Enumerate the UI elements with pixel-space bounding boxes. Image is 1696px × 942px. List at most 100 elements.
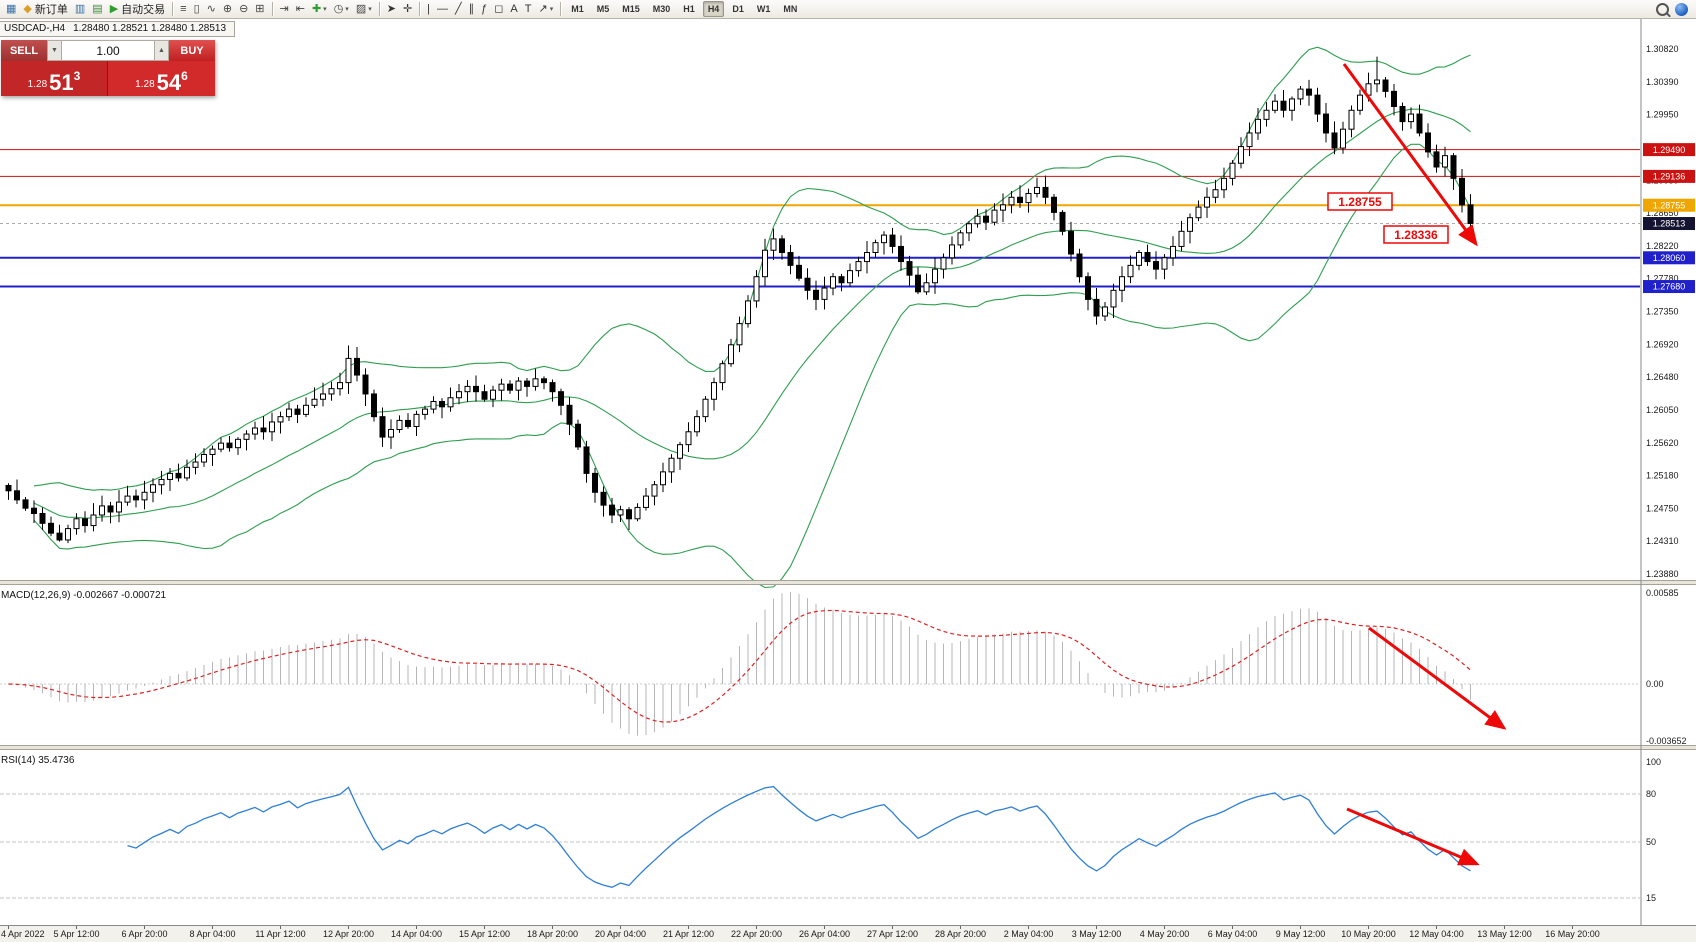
sell-price[interactable]: 1.28 51 3 [1, 61, 108, 96]
buy-price-prefix: 1.28 [135, 79, 155, 90]
svg-text:9 May 12:00: 9 May 12:00 [1276, 929, 1326, 939]
svg-text:1.28060: 1.28060 [1653, 253, 1686, 263]
timeframe-mn[interactable]: MN [783, 4, 798, 14]
timeframe-h4[interactable]: H4 [702, 1, 725, 17]
macd-trend-arrow [1368, 626, 1507, 730]
channel-icon: ∥ [468, 2, 475, 15]
svg-text:27 Apr 12:00: 27 Apr 12:00 [867, 929, 918, 939]
svg-text:1.28755: 1.28755 [1338, 195, 1382, 209]
svg-text:1.26050: 1.26050 [1646, 405, 1679, 415]
indicators-button[interactable]: ✚ ▾ [309, 1, 330, 18]
buy-price-big: 54 [156, 70, 182, 96]
timeframe-w1[interactable]: W1 [756, 4, 771, 14]
periods-button[interactable]: ◷ ▾ [331, 1, 352, 18]
price-axis-tag: 1.28755 [1643, 198, 1695, 212]
rsi-label: RSI(14) 35.4736 [1, 755, 75, 766]
chevron-down-icon: ▾ [323, 6, 327, 13]
cursor-button[interactable]: ➤ [384, 1, 399, 18]
trendline-button[interactable]: ╱ [452, 1, 465, 18]
text-button[interactable]: A [507, 1, 520, 18]
zoom-out-button[interactable]: ⊖ [236, 1, 251, 18]
channel-button[interactable]: ∥ [466, 1, 478, 18]
rsi-trend-arrow [1346, 807, 1480, 866]
price-axis-tag: 1.29490 [1643, 143, 1695, 157]
timeframe-d1[interactable]: D1 [732, 4, 744, 14]
tile-windows-button[interactable]: ⊞ [252, 1, 267, 18]
svg-text:1.29950: 1.29950 [1646, 110, 1679, 120]
search-icon[interactable] [1656, 2, 1669, 16]
cursor-icon: ➤ [386, 2, 396, 15]
sell-button[interactable]: SELL [1, 40, 47, 61]
templates-button[interactable]: ▨ ▾ [353, 1, 375, 18]
trade-widget-controls: SELL ▼ 1.00 ▲ BUY [1, 40, 215, 61]
zoom-out-icon: ⊖ [239, 2, 249, 15]
panel-splitters[interactable] [0, 580, 1696, 750]
zoom-in-button[interactable]: ⊕ [220, 1, 235, 18]
buy-price[interactable]: 1.28 54 6 [108, 61, 215, 96]
indicators-icon: ✚ [311, 2, 322, 15]
price-trend-arrow [1342, 63, 1478, 247]
arrows-icon: ↗ [538, 2, 548, 15]
buy-button[interactable]: BUY [169, 40, 215, 61]
candlestick-chart-button[interactable]: ▯ [191, 1, 203, 18]
fibonacci-button[interactable]: ƒ [478, 1, 490, 18]
timeframe-m5[interactable]: M5 [596, 4, 610, 14]
text-label-button[interactable]: T [522, 1, 535, 18]
svg-text:10 May 20:00: 10 May 20:00 [1341, 929, 1396, 939]
svg-text:12 Apr 20:00: 12 Apr 20:00 [323, 929, 374, 939]
timeframe-m15[interactable]: M15 [622, 4, 640, 14]
svg-text:1.24750: 1.24750 [1646, 503, 1679, 513]
price-axis[interactable]: 1.308201.303901.299501.295201.290801.286… [1640, 19, 1695, 925]
community-icon[interactable] [1675, 2, 1688, 16]
svg-text:1.28220: 1.28220 [1646, 241, 1679, 251]
new-chart-button[interactable]: ▦ [3, 1, 19, 18]
macd-histogram [16, 592, 1471, 736]
svg-text:1.24310: 1.24310 [1646, 536, 1679, 546]
bars-chart-button[interactable]: ≡ [177, 1, 189, 18]
price-annotation-tag[interactable]: 1.28755 [1327, 192, 1393, 211]
market-depth-button[interactable]: ▤ [89, 1, 105, 18]
toolbar-separator [172, 2, 174, 16]
vertical-line-button[interactable]: | [424, 1, 433, 18]
line-chart-icon: ∿ [206, 2, 216, 15]
arrows-button[interactable]: ↗ ▾ [536, 1, 557, 18]
volume-input[interactable]: 1.00 [62, 40, 154, 61]
algo-trading-button-label: 自动交易 [121, 4, 166, 16]
new-order-button[interactable]: ◆ 新订单 [20, 1, 70, 18]
volume-decrease-button[interactable]: ▼ [47, 40, 62, 61]
svg-text:6 Apr 20:00: 6 Apr 20:00 [121, 929, 167, 939]
crosshair-button[interactable]: ✛ [400, 1, 415, 18]
horizontal-line-button[interactable]: — [434, 1, 451, 18]
svg-text:1.30820: 1.30820 [1646, 44, 1679, 54]
svg-text:3 May 12:00: 3 May 12:00 [1072, 929, 1122, 939]
svg-text:1.25620: 1.25620 [1646, 438, 1679, 448]
timeframe-m30[interactable]: M30 [652, 4, 671, 14]
toolbar-right [1656, 2, 1693, 16]
one-click-trading-widget: SELL ▼ 1.00 ▲ BUY 1.28 51 3 1.28 54 6 [1, 40, 215, 96]
periods-icon: ◷ [333, 2, 344, 15]
price-axis-tag: 1.27680 [1643, 280, 1695, 294]
sell-price-big: 51 [49, 70, 74, 96]
time-axis[interactable]: 4 Apr 2022 5 Apr 12:00 6 Apr 20:00 8 Apr 04… [0, 925, 1696, 942]
chart-shift-button[interactable]: ⇤ [293, 1, 308, 18]
shapes-button[interactable]: ◻ [491, 1, 506, 18]
timeframe-h1[interactable]: H1 [683, 4, 695, 14]
timeframe-m1[interactable]: M1 [571, 4, 584, 14]
svg-text:1.23880: 1.23880 [1646, 569, 1679, 579]
tile-windows-icon: ⊞ [255, 2, 265, 15]
svg-text:26 Apr 04:00: 26 Apr 04:00 [799, 929, 850, 939]
svg-text:15: 15 [1646, 893, 1656, 903]
price-annotation-tag[interactable]: 1.28336 [1383, 225, 1449, 244]
svg-text:1.29136: 1.29136 [1653, 172, 1686, 182]
volume-increase-button[interactable]: ▲ [154, 40, 169, 61]
toolbar-separator [560, 2, 562, 16]
chart-list-button[interactable]: ▥ [72, 1, 88, 18]
auto-scroll-button[interactable]: ⇥ [277, 1, 292, 18]
line-chart-button[interactable]: ∿ [204, 1, 219, 18]
symbol-period-label: USDCAD-,H4 [4, 23, 66, 34]
algo-trading-button[interactable]: ▶ 自动交易 [107, 1, 168, 18]
chart-info-tab: USDCAD-,H4 1.28480 1.28521 1.28480 1.285… [0, 21, 236, 37]
rsi-panel: RSI(14) 35.4736 100 80 50 15 [0, 755, 1661, 903]
svg-text:1.26920: 1.26920 [1646, 339, 1679, 349]
